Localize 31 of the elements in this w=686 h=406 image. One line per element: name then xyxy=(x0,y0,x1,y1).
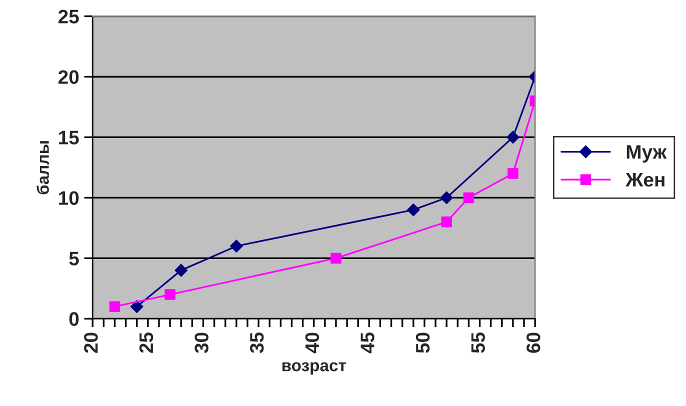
y-tick-label: 0 xyxy=(69,312,79,326)
point xyxy=(109,301,120,312)
legend-label: Муж xyxy=(626,145,667,163)
point xyxy=(174,264,188,277)
x-tick-label: 40 xyxy=(305,332,320,354)
point xyxy=(441,216,452,228)
y-tick-label: 20 xyxy=(58,70,79,84)
point xyxy=(440,191,453,204)
point xyxy=(164,289,176,300)
x-tick-label: 20 xyxy=(84,332,98,353)
x-tick-label: 30 xyxy=(194,332,208,354)
x-tick-label: 25 xyxy=(139,332,154,353)
point xyxy=(508,168,518,179)
point xyxy=(463,192,474,204)
point xyxy=(130,300,144,314)
x-tick-label: 50 xyxy=(416,332,430,353)
y-axis-title: баллы xyxy=(36,141,49,194)
y-tick-label: 5 xyxy=(69,252,79,266)
y-tick-label: 10 xyxy=(59,191,79,205)
point xyxy=(330,252,342,264)
y-tick-label: 25 xyxy=(58,10,79,24)
x-tick-label: 60 xyxy=(526,332,540,353)
x-axis-title: возраст xyxy=(282,362,346,375)
x-tick-label: 45 xyxy=(360,332,374,354)
point xyxy=(406,203,420,216)
legend-label: Жен xyxy=(626,173,664,187)
y-tick-label: 15 xyxy=(59,130,79,144)
point xyxy=(506,130,520,144)
x-tick-label: 55 xyxy=(471,332,485,353)
point xyxy=(230,240,243,253)
x-tick-label: 35 xyxy=(250,332,264,354)
